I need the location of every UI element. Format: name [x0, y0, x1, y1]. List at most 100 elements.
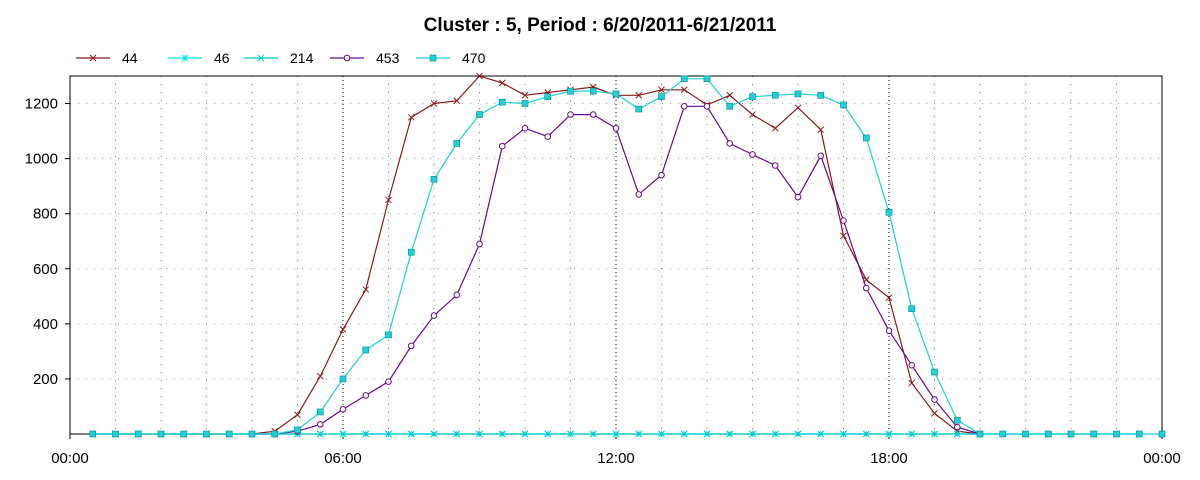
marker-stroke — [749, 111, 756, 118]
marker-stroke — [257, 54, 265, 62]
y-axis: 200 400 600 800 1000 1200 — [25, 96, 70, 388]
marker-stroke — [931, 409, 938, 417]
data-point — [544, 133, 552, 140]
marker-stroke — [794, 430, 802, 438]
data-point — [612, 430, 620, 438]
data-point — [407, 430, 415, 438]
series-line — [92, 78, 1162, 435]
data-point — [521, 100, 529, 107]
legend-item-44: 44 — [76, 50, 138, 66]
data-point — [931, 409, 938, 417]
x-tick-label: 00:00 — [1143, 450, 1181, 467]
data-point — [521, 430, 529, 438]
data-point — [817, 91, 825, 99]
marker-stroke — [862, 430, 870, 438]
data-point — [294, 411, 301, 419]
data-point — [862, 134, 870, 142]
data-point — [1113, 430, 1120, 438]
data-point — [862, 284, 870, 292]
data-point — [157, 430, 165, 438]
series-44 — [89, 72, 984, 438]
data-point — [840, 101, 847, 109]
data-point — [817, 430, 825, 438]
data-point — [316, 408, 324, 416]
series-group — [89, 72, 1166, 438]
y-tick-label: 600 — [33, 261, 58, 278]
data-point — [498, 98, 506, 106]
data-point — [1158, 430, 1166, 438]
data-point — [931, 430, 938, 438]
data-point — [453, 140, 461, 147]
data-point — [339, 375, 347, 383]
data-point — [794, 430, 802, 438]
data-point — [257, 54, 265, 62]
data-point — [316, 430, 324, 438]
data-point — [817, 126, 825, 134]
marker-stroke — [544, 430, 552, 438]
data-point — [908, 430, 916, 438]
marker-stroke — [521, 430, 529, 438]
marker-stroke — [339, 430, 347, 438]
data-point — [339, 430, 347, 438]
marker-stroke — [407, 430, 415, 438]
data-point — [680, 430, 688, 438]
data-point — [362, 286, 370, 293]
data-point — [840, 430, 847, 438]
marker-stroke — [680, 430, 688, 438]
data-point — [476, 72, 483, 80]
data-point — [544, 93, 552, 100]
data-point — [771, 124, 779, 132]
data-point — [749, 151, 756, 158]
marker-stroke — [749, 430, 756, 438]
data-point — [589, 111, 597, 118]
legend-label: 214 — [290, 50, 314, 66]
data-point — [567, 87, 574, 95]
marker-stroke — [885, 430, 893, 438]
data-point — [567, 430, 574, 438]
data-point — [953, 416, 961, 424]
data-point — [385, 430, 392, 438]
data-point — [407, 248, 415, 256]
data-point — [726, 91, 734, 99]
data-point — [885, 209, 893, 216]
data-point — [339, 405, 347, 413]
data-point — [703, 102, 711, 110]
data-point — [635, 430, 643, 438]
data-point — [612, 90, 620, 98]
data-point — [908, 305, 916, 313]
marker-stroke — [703, 430, 711, 438]
data-point — [134, 430, 142, 438]
marker-stroke — [726, 430, 734, 438]
data-point — [703, 75, 711, 83]
marker-stroke — [885, 294, 893, 302]
marker-stroke — [817, 430, 825, 438]
marker-stroke — [430, 100, 438, 107]
data-point — [225, 430, 233, 438]
series-470 — [89, 75, 1166, 438]
data-point — [726, 430, 734, 438]
data-point — [885, 294, 893, 302]
data-point — [407, 113, 415, 121]
x-axis: 00:00 06:00 12:00 18:00 00:00 — [51, 434, 1181, 467]
marker-stroke — [453, 97, 461, 105]
data-point — [749, 93, 756, 100]
data-point — [908, 379, 916, 387]
marker-stroke — [794, 104, 802, 112]
marker-stroke — [294, 411, 301, 419]
data-point — [521, 91, 529, 99]
data-point — [430, 100, 438, 107]
data-point — [680, 75, 688, 83]
data-point — [316, 372, 324, 380]
data-point — [544, 430, 552, 438]
marker-stroke — [680, 86, 688, 94]
marker-stroke — [840, 232, 847, 240]
data-point — [771, 430, 779, 438]
data-point — [1090, 430, 1098, 438]
data-point — [953, 423, 961, 431]
legend-item-46: 46 — [168, 50, 230, 66]
data-point — [840, 232, 847, 240]
data-point — [89, 54, 97, 62]
marker-stroke — [407, 113, 415, 121]
y-tick-label: 1000 — [25, 151, 58, 168]
data-point — [817, 152, 825, 160]
